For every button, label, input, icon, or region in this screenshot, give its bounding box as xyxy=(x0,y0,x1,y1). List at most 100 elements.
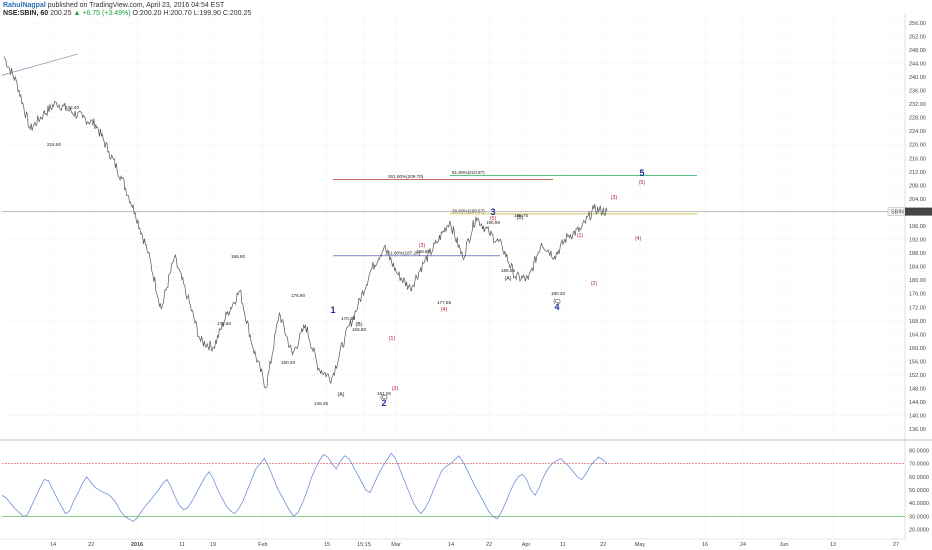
wave-label: (1) xyxy=(389,336,396,342)
x-tick-label: 15:15 xyxy=(357,542,371,548)
wave-label: (4) xyxy=(441,307,448,313)
price-swing-label: 198.75 xyxy=(514,213,528,218)
price-tick-label: 232.00 xyxy=(909,102,926,108)
x-tick-label: Mar xyxy=(391,542,401,548)
price-tick-label: 240.00 xyxy=(909,75,926,81)
wave-label: (C) xyxy=(553,299,560,305)
rsi-tick-label: 20.0000 xyxy=(909,527,929,533)
price-change: ▲ +6.75 (+3.49%) xyxy=(73,10,131,17)
x-tick-label: 13 xyxy=(830,542,836,548)
wave-label: (2) xyxy=(591,281,598,287)
wave-label: 3 xyxy=(490,207,495,217)
price-swing-label: 170.30 xyxy=(341,316,355,321)
x-tick-label: 11 xyxy=(179,542,185,548)
x-tick-label: 11 xyxy=(560,542,566,548)
price-tick-label: 208.00 xyxy=(909,183,926,189)
x-tick-label: 22 xyxy=(600,542,606,548)
wave-label: (3) xyxy=(419,243,426,249)
price-swing-label: 176.90 xyxy=(291,293,305,298)
open-value: O:200.20 xyxy=(132,10,162,17)
x-tick-label: 14 xyxy=(448,542,454,548)
price-swing-label: 166.80 xyxy=(352,327,366,332)
price-tick-label: 156.00 xyxy=(909,359,926,365)
x-tick-label: 27 xyxy=(893,542,899,548)
wave-label: 2 xyxy=(381,398,386,408)
published-text: published on TradingView.com, April 23, … xyxy=(47,2,225,9)
fib-level-label: 261.80%(209.70) xyxy=(388,174,424,179)
wave-label: (B) xyxy=(517,215,524,221)
ohlc-line: NSE:SBIN, 60 200.25 ▲ +6.75 (+3.49%) O:2… xyxy=(3,10,251,17)
wave-label: (C) xyxy=(380,395,387,401)
wave-label: (2) xyxy=(392,386,399,392)
price-swing-label: 151.00 xyxy=(377,391,391,396)
price-tick-label: 152.00 xyxy=(909,373,926,379)
price-swing-label: 232.40 xyxy=(65,105,79,110)
x-tick-label: 2016 xyxy=(131,542,143,548)
last-price: 200.25 xyxy=(50,10,72,17)
high-value: H:200.70 xyxy=(163,10,192,17)
price-swing-label: 148.25 xyxy=(314,401,328,406)
price-series-line[interactable] xyxy=(3,56,608,389)
wave-label: (B) xyxy=(356,322,363,328)
fib-level-label: 61.80%(210.87) xyxy=(452,170,485,175)
price-tick-label: 172.00 xyxy=(909,305,926,311)
x-tick-label: 16 xyxy=(702,542,708,548)
wave-label: (1) xyxy=(577,233,584,239)
price-swing-label: 186.80 xyxy=(231,254,245,259)
price-tick-label: 212.00 xyxy=(909,170,926,176)
rsi-tick-label: 60.0000 xyxy=(909,475,929,481)
price-swing-label: 224.50 xyxy=(47,142,61,147)
price-tick-label: 216.00 xyxy=(909,156,926,162)
x-tick-label: 24 xyxy=(740,542,746,548)
price-tick-label: 144.00 xyxy=(909,400,926,406)
price-tick-label: 168.00 xyxy=(909,319,926,325)
close-value: C:200.25 xyxy=(222,10,252,17)
rsi-tick-label: 40.0000 xyxy=(909,501,929,507)
x-tick-label: 22 xyxy=(88,542,94,548)
price-swing-label: 186.55 xyxy=(501,268,515,273)
price-tick-label: 160.00 xyxy=(909,346,926,352)
fib-level-label: 38.60%(199.57) xyxy=(452,208,485,213)
x-tick-label: Apr xyxy=(522,542,531,548)
rsi-tick-label: 80.0000 xyxy=(909,449,929,455)
symbol-label[interactable]: NSE:SBIN, 60 xyxy=(3,10,49,17)
wave-label: 4 xyxy=(554,302,559,312)
price-tick-label: 184.00 xyxy=(909,265,926,271)
last-symbol-text: SBIN xyxy=(891,210,904,216)
wave-label: (5) xyxy=(490,216,497,222)
price-tick-label: 220.00 xyxy=(909,143,926,149)
price-swing-label: 196.96 xyxy=(486,220,500,225)
x-tick-label: Jun xyxy=(780,542,789,548)
x-tick-label: Feb xyxy=(258,542,267,548)
x-tick-label: May xyxy=(635,542,646,548)
x-tick-label: 22 xyxy=(486,542,492,548)
rsi-tick-label: 70.0000 xyxy=(909,462,929,468)
price-tick-label: 248.00 xyxy=(909,48,926,54)
wave-label: 5 xyxy=(639,168,644,178)
last-price-tag xyxy=(905,207,932,216)
wave-label: (A) xyxy=(338,392,345,398)
price-swing-label: 189.85 xyxy=(416,249,430,254)
x-tick-label: 15 xyxy=(324,542,330,548)
last-price-text: 200.25 xyxy=(909,210,926,216)
wave-label: (5) xyxy=(639,180,646,186)
price-tick-label: 188.00 xyxy=(909,251,926,257)
trend-line[interactable] xyxy=(1,53,79,76)
price-tick-label: 176.00 xyxy=(909,292,926,298)
price-tick-label: 192.00 xyxy=(909,238,926,244)
price-tick-label: 204.00 xyxy=(909,197,926,203)
rsi-tick-label: 50.0000 xyxy=(909,488,929,494)
wave-label: 1 xyxy=(330,305,335,315)
rsi-series-line[interactable] xyxy=(1,452,608,522)
price-tick-label: 148.00 xyxy=(909,387,926,393)
x-tick-label: 14 xyxy=(50,542,56,548)
price-swing-label: 171.50 xyxy=(217,321,231,326)
fib-level-label: 161.80%(187.20) xyxy=(385,250,421,255)
price-tick-label: 224.00 xyxy=(909,129,926,135)
x-tick-label: 19 xyxy=(210,542,216,548)
price-swing-label: 177.55 xyxy=(437,300,451,305)
wave-label: (4) xyxy=(635,236,642,242)
author-name[interactable]: RahulNagpal xyxy=(3,2,46,9)
price-tick-label: 140.00 xyxy=(909,414,926,420)
